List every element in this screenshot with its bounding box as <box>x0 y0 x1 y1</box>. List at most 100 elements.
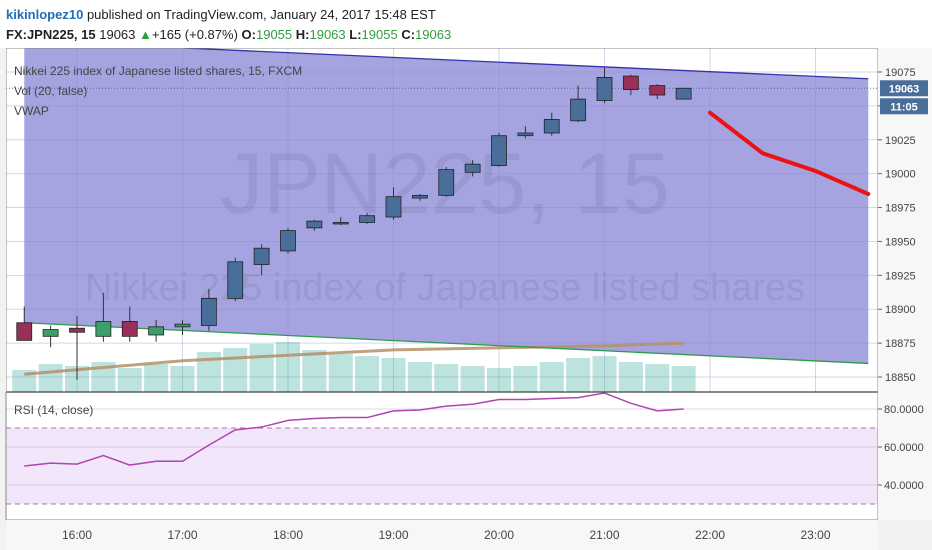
legend-volume[interactable]: Vol (20, false) <box>14 84 87 98</box>
rsi-gridlines <box>6 408 878 486</box>
rsi-legend[interactable]: RSI (14, close) <box>14 403 93 417</box>
candle-body <box>332 222 349 225</box>
legend-symbol[interactable]: Nikkei 225 index of Japanese listed shar… <box>14 64 302 78</box>
price-tick-label: 18850 <box>885 372 916 384</box>
low-value: 19055 <box>361 27 398 42</box>
open-value: 19055 <box>255 27 293 42</box>
last-price: 19063 <box>99 27 136 42</box>
volume-bar <box>434 364 459 392</box>
time-tick-label: 17:00 <box>167 528 197 542</box>
volume-bar <box>381 358 406 392</box>
volume-bar <box>671 366 696 392</box>
countdown-badge <box>880 98 928 115</box>
price-tick-label: 19025 <box>885 135 916 147</box>
time-tick-label: 22:00 <box>695 528 725 542</box>
volume-bar <box>460 366 485 392</box>
candle-body <box>438 169 455 196</box>
volume-bar <box>302 350 327 392</box>
time-tick-label: 18:00 <box>273 528 303 542</box>
high-label: H: <box>295 27 310 42</box>
volume-bar <box>407 362 432 392</box>
volume-bar <box>276 342 300 392</box>
rsi-line <box>24 392 684 467</box>
candle-body <box>253 247 270 265</box>
volume-bar <box>592 356 617 392</box>
low-label: L: <box>349 27 362 42</box>
candles <box>16 67 692 380</box>
time-tick-label: 19:00 <box>378 528 408 542</box>
candle-body <box>385 196 402 218</box>
volume-bar <box>117 368 142 392</box>
high-value: 19063 <box>309 27 346 42</box>
up-arrow-icon: ▲ <box>139 27 152 42</box>
candle-body <box>16 322 33 341</box>
time-tick-label: 16:00 <box>62 528 92 542</box>
candle-body <box>491 135 507 166</box>
candle-body <box>543 119 560 134</box>
rsi-tick-label: 40.0000 <box>884 480 924 492</box>
time-tick-label: 21:00 <box>589 528 619 542</box>
chart-header: kikinlopez10 published on TradingView.co… <box>0 0 932 48</box>
candle-body <box>200 297 217 326</box>
time-tick-label: 20:00 <box>484 528 514 542</box>
close-value: 19063 <box>415 27 452 42</box>
volume-bar <box>539 362 564 392</box>
volume-bar <box>38 364 63 392</box>
price-tick-label: 18900 <box>885 304 916 316</box>
ohlc-line: FX:JPN225, 15 19063 ▲+165 (+0.87%) O:190… <box>6 27 451 42</box>
rsi-band <box>6 428 878 504</box>
volume-bar <box>487 368 511 392</box>
published-text: published on TradingView.com, January 24… <box>86 7 436 22</box>
time-tick-label: 23:00 <box>800 528 830 542</box>
volume-bar <box>618 362 643 392</box>
watermark-description: Nikkei 225 index of Japanese listed shar… <box>85 267 805 309</box>
close-label: C: <box>401 27 416 42</box>
price-axis-labels: 18850 18875 18900 18925 18950 18975 19000 19025… <box>878 67 916 384</box>
candle-body <box>95 321 112 337</box>
symbol-label[interactable]: FX:JPN225, 15 <box>6 27 96 42</box>
price-tick-label: 19075 <box>885 67 916 79</box>
candle-body <box>69 327 85 333</box>
author-link[interactable]: kikinlopez10 <box>6 7 84 22</box>
candle-body <box>121 321 138 337</box>
price-axis[interactable] <box>878 48 932 520</box>
candle-body <box>517 132 534 137</box>
publish-line: kikinlopez10 published on TradingView.co… <box>6 7 436 22</box>
volume-bar <box>566 358 591 392</box>
open-label: O: <box>241 27 256 42</box>
last-price-badge-text: 19063 <box>889 83 920 95</box>
vwap-line <box>24 341 684 376</box>
candle-body <box>42 329 59 337</box>
volume-bars <box>12 342 696 392</box>
time-axis[interactable] <box>6 520 878 550</box>
candle-body <box>622 75 639 91</box>
rsi-tick-label: 80.0000 <box>884 404 924 416</box>
volume-bar <box>645 364 670 392</box>
volume-bar <box>12 370 37 392</box>
rsi-tick-label: 60.0000 <box>884 442 924 454</box>
price-change: +165 (+0.87%) <box>151 27 238 42</box>
forecast-line[interactable] <box>708 110 871 196</box>
upper-trendline[interactable] <box>24 48 869 80</box>
horizontal-gridlines <box>6 71 878 378</box>
volume-bar <box>328 354 353 392</box>
price-tick-label: 19000 <box>885 169 916 181</box>
lower-trendline[interactable] <box>24 322 869 365</box>
chart-area[interactable]: JPN225, 15 Nikkei 225 index of Japanese … <box>0 48 932 550</box>
candle-body <box>306 220 323 229</box>
candle-body <box>464 163 481 173</box>
time-axis-labels: 16:00 17:00 18:00 19:00 20:00 21:00 22:00 23:00 <box>62 528 831 542</box>
candle-body <box>596 77 613 101</box>
legend-vwap[interactable]: VWAP <box>14 104 49 118</box>
volume-bar <box>355 356 380 392</box>
candle-body <box>570 98 587 122</box>
candle-body <box>649 85 666 96</box>
volume-bar <box>170 366 195 392</box>
countdown-badge-text: 11:05 <box>890 101 918 113</box>
candle-body <box>280 230 296 252</box>
left-margin <box>0 48 6 392</box>
price-tick-label: 18925 <box>885 270 916 282</box>
candle-body <box>174 323 191 328</box>
candle-body <box>148 326 165 336</box>
rsi-axis-labels: 80.0000 60.0000 40.0000 <box>878 404 924 492</box>
